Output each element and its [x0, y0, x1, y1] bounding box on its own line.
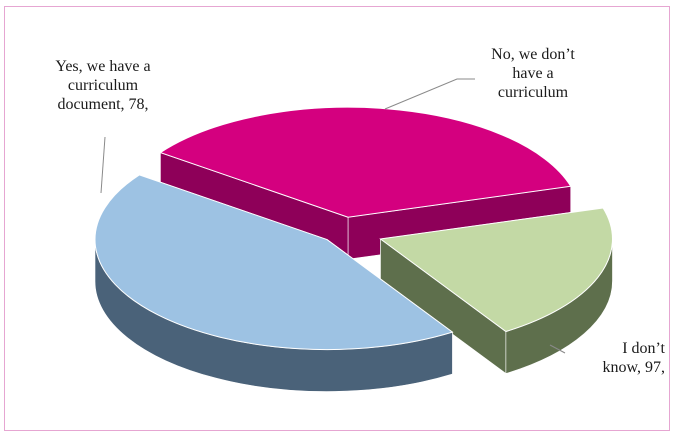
- slice-no-top: [379, 207, 613, 333]
- slice-idk-top: [94, 174, 454, 351]
- data-label-yes: Yes, we have a curriculum document, 78,: [55, 58, 151, 113]
- chart-frame: Yes, we have a curriculum document, 78, …: [4, 6, 670, 431]
- data-label-no: No, we don’t have a curriculum: [491, 46, 575, 101]
- slice-yes-top: [159, 106, 572, 218]
- leader-line-yes: [100, 136, 106, 194]
- data-label-idk: I don’t know, 97,: [602, 340, 665, 376]
- pie-chart: [94, 78, 613, 392]
- leader-line-idk: [549, 344, 566, 354]
- leader-line-no: [384, 78, 475, 110]
